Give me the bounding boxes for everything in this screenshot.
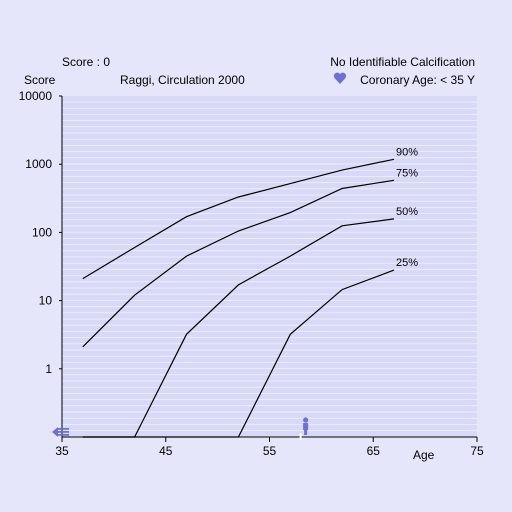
chart-title: Raggi, Circulation 2000 — [120, 73, 245, 87]
series-label: 25% — [396, 257, 418, 269]
y-tick-label: 100 — [32, 225, 52, 239]
series-line — [82, 158, 395, 280]
plot-area — [62, 96, 477, 437]
series-line — [82, 179, 395, 348]
x-tick-label: 45 — [159, 444, 173, 458]
y-tick-label: 1 — [45, 362, 52, 376]
calcification-status: No Identifiable Calcification — [330, 55, 475, 69]
x-tick-label: 35 — [55, 444, 69, 458]
heart-icon — [333, 72, 347, 84]
y-axis-label: Score — [24, 73, 56, 87]
coronary-age-readout: Coronary Age: < 35 Y — [360, 73, 475, 87]
y-tick-label: 10 — [39, 294, 53, 308]
series-label: 50% — [396, 206, 418, 218]
y-tick-label: 10000 — [19, 89, 53, 103]
left-arrow-icon[interactable] — [52, 427, 69, 437]
x-tick-label: 65 — [367, 444, 381, 458]
series-label: 90% — [396, 146, 418, 158]
x-tick-label: 55 — [263, 444, 277, 458]
y-tick-label: 1000 — [25, 157, 52, 171]
series-line — [82, 269, 395, 438]
series-label: 75% — [396, 167, 418, 179]
x-axis-label: Age — [413, 448, 435, 462]
person-icon — [303, 417, 309, 435]
score-readout: Score : 0 — [62, 55, 111, 69]
x-tick-label: 75 — [470, 444, 484, 458]
